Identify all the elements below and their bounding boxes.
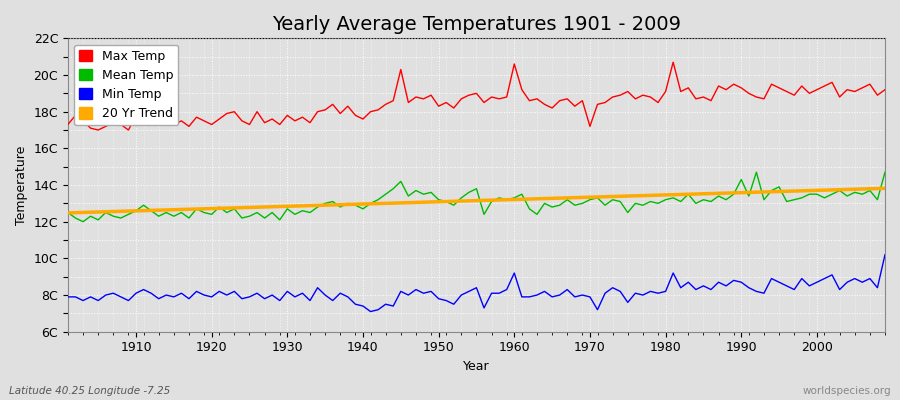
Text: Latitude 40.25 Longitude -7.25: Latitude 40.25 Longitude -7.25: [9, 386, 170, 396]
Legend: Max Temp, Mean Temp, Min Temp, 20 Yr Trend: Max Temp, Mean Temp, Min Temp, 20 Yr Tre…: [74, 44, 178, 125]
Title: Yearly Average Temperatures 1901 - 2009: Yearly Average Temperatures 1901 - 2009: [272, 15, 681, 34]
Text: worldspecies.org: worldspecies.org: [803, 386, 891, 396]
X-axis label: Year: Year: [464, 360, 490, 373]
Y-axis label: Temperature: Temperature: [15, 145, 28, 225]
